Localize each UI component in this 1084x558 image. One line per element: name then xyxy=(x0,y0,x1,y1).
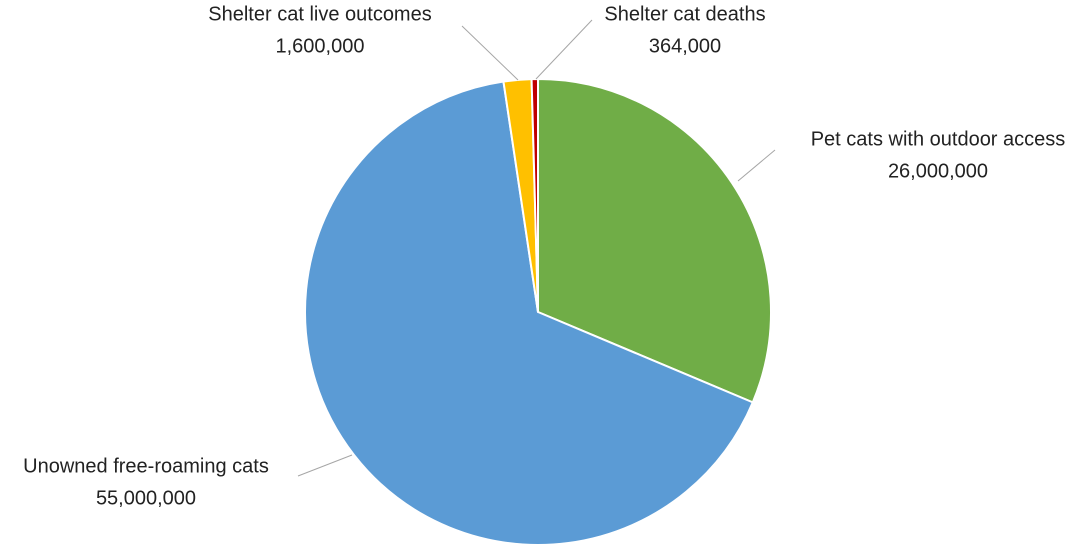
slice-value-label: 55,000,000 xyxy=(96,487,196,509)
slice-value-label: 1,600,000 xyxy=(276,35,365,57)
slice-label: Unowned free-roaming cats xyxy=(23,455,269,477)
pie-slice xyxy=(530,77,539,313)
slice-value-label: 364,000 xyxy=(649,35,721,57)
pie-slice xyxy=(537,77,772,404)
slice-label: Shelter cat deaths xyxy=(604,3,765,25)
slice-label: Shelter cat live outcomes xyxy=(208,3,431,25)
slice-label: Pet cats with outdoor access xyxy=(811,128,1066,150)
slice-value-label: 26,000,000 xyxy=(888,160,988,182)
leader-line xyxy=(737,149,776,182)
leader-line xyxy=(297,454,353,477)
pie-slice xyxy=(304,80,755,546)
leader-line xyxy=(461,25,519,81)
leader-line xyxy=(535,19,593,80)
